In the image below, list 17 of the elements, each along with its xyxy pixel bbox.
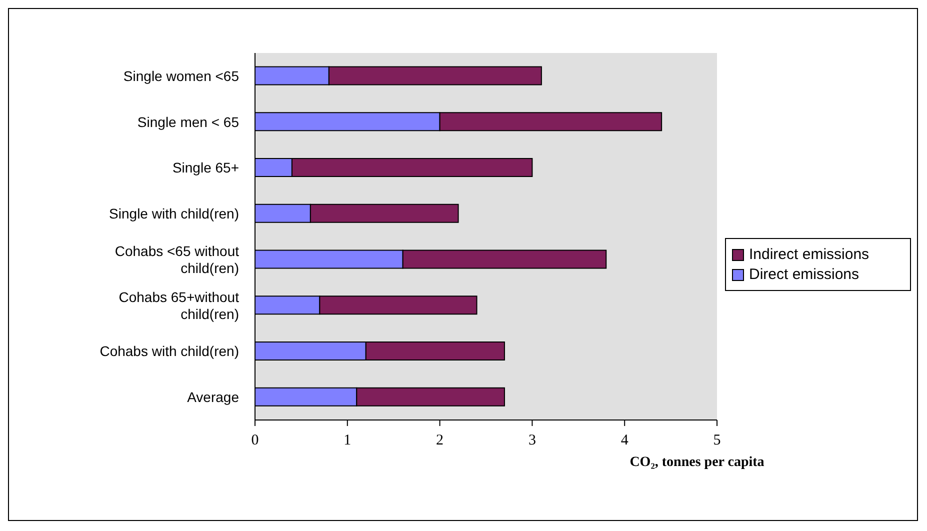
x-tick-label: 3	[528, 432, 536, 449]
y-tick-label: Single women <65	[123, 68, 240, 84]
y-tick-label: Single with child(ren)	[109, 206, 239, 222]
x-axis-title: CO₂, tonnes per capita	[630, 455, 764, 470]
x-tick-label: 2	[436, 432, 444, 449]
legend-label: Indirect emissions	[749, 246, 870, 263]
y-tick-label: Cohabs 65+without child(ren)	[118, 288, 240, 322]
y-tick-label: Cohabs with child(ren)	[100, 343, 239, 360]
x-tick-label: 4	[620, 432, 629, 449]
y-tick-label: Average	[187, 389, 240, 406]
x-tick-label: 5	[713, 432, 721, 449]
legend-label: Direct emissions	[749, 266, 860, 283]
y-tick-label: Single men < 65	[137, 114, 240, 130]
x-tick-label: 0	[251, 432, 259, 449]
y-tick-label: Cohabs <65 without child(ren)	[114, 242, 240, 276]
x-tick-label: 1	[344, 432, 352, 449]
y-tick-label: Single 65+	[172, 160, 239, 176]
